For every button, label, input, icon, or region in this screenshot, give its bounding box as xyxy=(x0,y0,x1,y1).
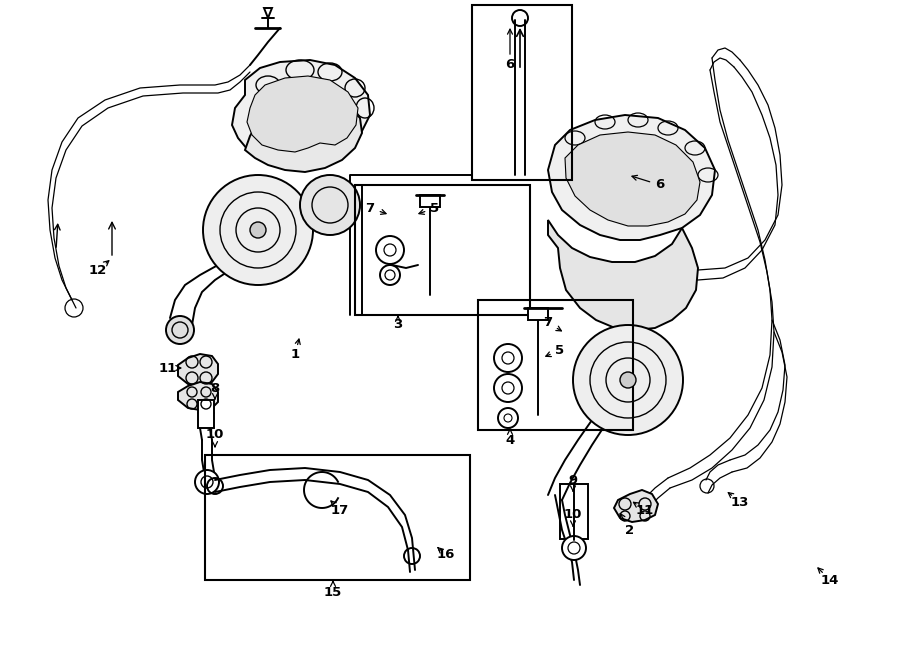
Circle shape xyxy=(203,175,313,285)
Bar xyxy=(420,195,440,207)
Circle shape xyxy=(195,470,219,494)
Circle shape xyxy=(562,536,586,560)
Polygon shape xyxy=(247,76,358,152)
Polygon shape xyxy=(232,60,370,165)
Polygon shape xyxy=(178,354,218,386)
Text: 11: 11 xyxy=(636,504,654,516)
Circle shape xyxy=(300,175,360,235)
Circle shape xyxy=(250,222,266,238)
Text: 17: 17 xyxy=(331,504,349,516)
Text: 1: 1 xyxy=(291,348,300,362)
Text: 6: 6 xyxy=(655,178,664,192)
Bar xyxy=(528,308,548,320)
Circle shape xyxy=(573,325,683,435)
Bar xyxy=(205,455,470,580)
Polygon shape xyxy=(565,132,700,226)
Text: 2: 2 xyxy=(626,524,634,537)
Polygon shape xyxy=(245,100,362,172)
Bar xyxy=(198,400,214,428)
Bar xyxy=(478,300,633,430)
Text: 6: 6 xyxy=(506,59,515,71)
Circle shape xyxy=(166,316,194,344)
Text: 3: 3 xyxy=(393,319,402,332)
Polygon shape xyxy=(614,490,658,522)
Bar xyxy=(560,484,588,539)
Bar xyxy=(472,5,572,180)
Text: 16: 16 xyxy=(436,549,455,561)
Text: 8: 8 xyxy=(211,381,220,395)
Text: 7: 7 xyxy=(544,317,553,329)
Text: 13: 13 xyxy=(731,496,749,508)
Text: 5: 5 xyxy=(430,202,439,215)
Text: 12: 12 xyxy=(89,264,107,276)
Text: 10: 10 xyxy=(206,428,224,442)
Text: 10: 10 xyxy=(563,508,582,522)
Text: 15: 15 xyxy=(324,586,342,598)
Polygon shape xyxy=(548,220,698,330)
Bar xyxy=(355,185,530,315)
Text: 14: 14 xyxy=(821,574,839,586)
Text: 9: 9 xyxy=(569,473,578,486)
Text: 11: 11 xyxy=(159,362,177,375)
Polygon shape xyxy=(178,382,218,410)
Text: 5: 5 xyxy=(555,344,564,356)
Text: 7: 7 xyxy=(365,202,374,215)
Circle shape xyxy=(620,372,636,388)
Text: 4: 4 xyxy=(506,434,515,446)
Polygon shape xyxy=(548,115,715,240)
